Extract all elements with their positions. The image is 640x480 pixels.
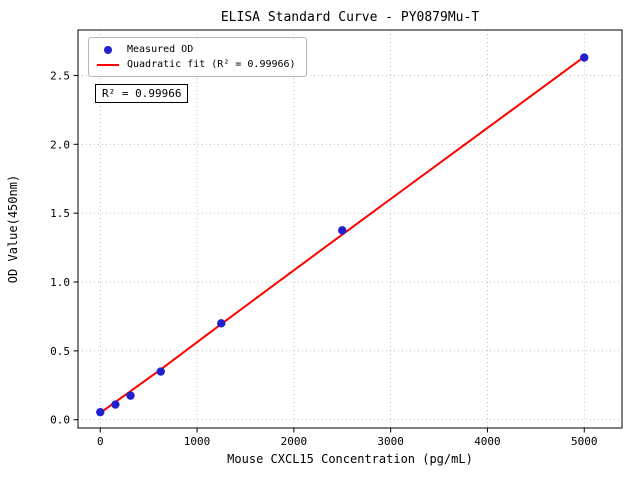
- y-tick-label: 2.0: [50, 138, 70, 151]
- x-tick-label: 2000: [281, 435, 308, 448]
- x-tick-label: 3000: [377, 435, 404, 448]
- legend-item-measured-od: Measured OD: [97, 42, 296, 57]
- r-squared-annotation: R² = 0.99966: [95, 84, 189, 103]
- y-axis-label: OD Value(450nm): [6, 175, 20, 283]
- quadratic-fit-path: [99, 56, 585, 414]
- x-tick-label: 4000: [474, 435, 501, 448]
- y-tick-label: 1.5: [50, 207, 70, 220]
- data-point: [580, 53, 589, 62]
- data-point: [111, 400, 120, 409]
- x-tick-label: 1000: [184, 435, 211, 448]
- data-point: [126, 391, 135, 400]
- legend: Measured OD Quadratic fit (R² = 0.99966): [88, 37, 307, 77]
- legend-label-measured-od: Measured OD: [127, 44, 194, 55]
- data-point: [217, 319, 226, 328]
- y-tick-label: 2.5: [50, 69, 70, 82]
- x-tick-label: 5000: [571, 435, 598, 448]
- legend-item-quadratic-fit: Quadratic fit (R² = 0.99966): [97, 57, 296, 72]
- measured-od-dot-icon: [104, 45, 112, 54]
- x-tick-labels: 0 1000 2000 3000 4000 5000: [97, 435, 598, 448]
- fit-line: [99, 56, 585, 414]
- data-points: [96, 53, 589, 417]
- chart-title: ELISA Standard Curve - PY0879Mu-T: [221, 10, 479, 25]
- tick-marks: [73, 74, 585, 433]
- data-point: [96, 407, 105, 417]
- y-tick-label: 1.0: [50, 276, 70, 289]
- data-point: [338, 226, 347, 235]
- axes-spines: [77, 29, 623, 429]
- y-tick-label: 0.0: [50, 414, 70, 427]
- y-tick-labels: 0.0 0.5 1.0 1.5 2.0 2.5: [50, 69, 70, 426]
- axes-box: [77, 29, 623, 429]
- quadratic-fit-line-icon: [97, 63, 119, 66]
- legend-label-quadratic-fit: Quadratic fit (R² = 0.99966): [127, 59, 296, 70]
- x-tick-label: 0: [97, 435, 104, 448]
- x-axis-label: Mouse CXCL15 Concentration (pg/mL): [227, 452, 473, 466]
- gridlines: [78, 30, 622, 428]
- data-point: [156, 367, 165, 376]
- y-tick-label: 0.5: [50, 345, 70, 358]
